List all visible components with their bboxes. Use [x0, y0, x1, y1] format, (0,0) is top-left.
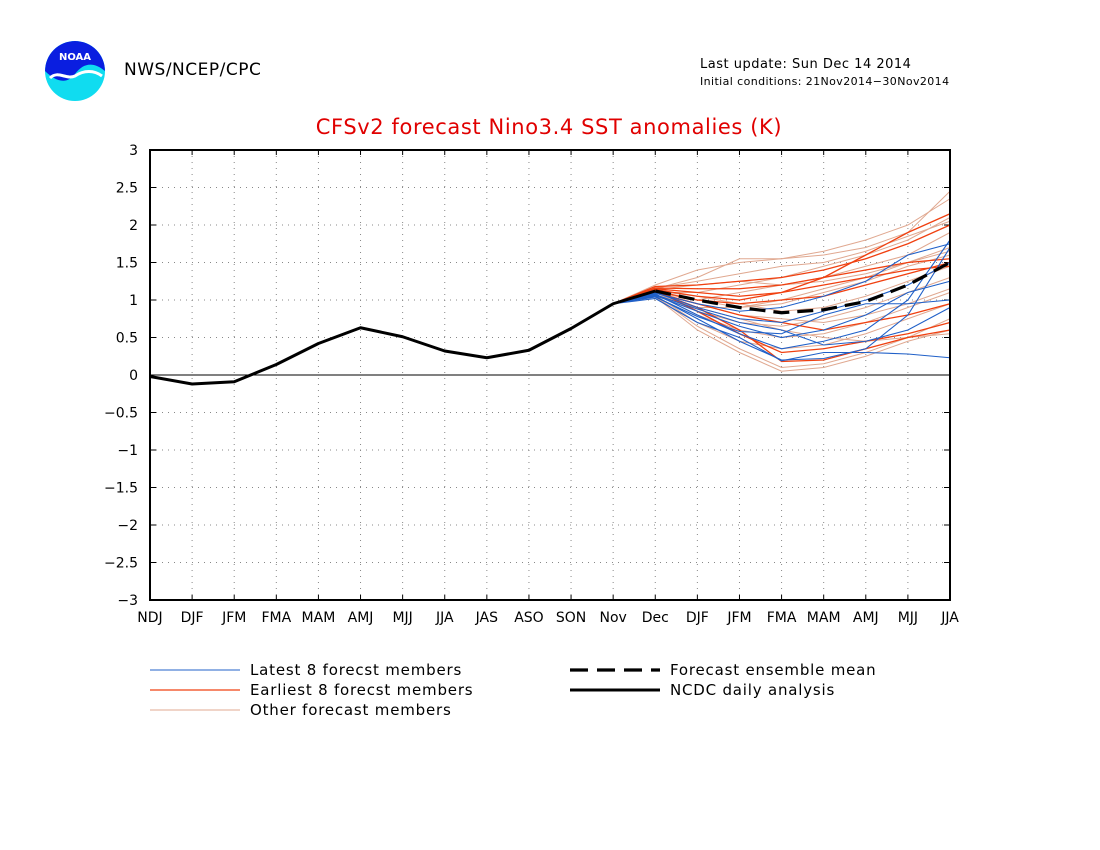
plot-frame	[149, 149, 951, 601]
y-tick-label: 2.5	[116, 181, 138, 197]
x-tick-label: MJJ	[392, 610, 412, 626]
latest-member-line	[613, 243, 951, 312]
y-tick-label: 0	[129, 368, 138, 384]
initial-conditions: Initial conditions: 21Nov2014−30Nov2014	[700, 75, 950, 88]
latest-member-line	[613, 297, 951, 362]
legend: Latest 8 forecst members Earliest 8 forec…	[150, 661, 876, 719]
legend-analysis-label: NCDC daily analysis	[670, 681, 835, 699]
series-analysis	[149, 289, 656, 386]
y-tick-label: −0.5	[104, 406, 138, 422]
series-ensemble-mean	[654, 261, 951, 315]
y-tick-label: −2.5	[104, 556, 138, 572]
x-tick-label: Nov	[599, 610, 626, 626]
latest-member-line	[613, 296, 951, 335]
analysis-line	[149, 289, 656, 386]
x-tick-label: NDJ	[137, 610, 162, 626]
logo-text: NOAA	[59, 52, 91, 63]
y-tick-label: −1.5	[104, 481, 138, 497]
y-tick-label: −2	[117, 518, 138, 534]
x-tick-label: JJA	[435, 610, 454, 626]
x-tick-label: JJA	[940, 610, 959, 626]
x-tick-label: AMJ	[853, 610, 879, 626]
latest-member-line	[613, 280, 951, 339]
x-tick-label: AMJ	[348, 610, 374, 626]
x-tick-label: SON	[556, 610, 586, 626]
x-tick-label: MAM	[302, 610, 336, 626]
x-tick-label: FMA	[767, 610, 797, 626]
earliest-member-line	[612, 224, 951, 305]
y-tick-label: 3	[129, 143, 138, 159]
y-tick-labels: 3 2.5 2 1.5 1 0.5 0 −0.5 −1 −1.5 −2 −2.5 −3	[104, 143, 138, 609]
other-member-line	[612, 198, 951, 305]
earliest-member-line	[612, 265, 951, 305]
series-other-members	[612, 190, 951, 372]
y-tick-label: −1	[117, 443, 138, 459]
x-tick-label: JFM	[221, 610, 246, 626]
x-tick-label: Dec	[642, 610, 669, 626]
y-tick-label: 0.5	[116, 331, 138, 347]
x-tick-label: ASO	[514, 610, 543, 626]
other-member-line	[613, 296, 951, 372]
y-tick-label: 1.5	[116, 256, 138, 272]
ensemble-mean-line	[654, 261, 951, 315]
x-tick-label: JAS	[475, 610, 498, 626]
grid	[149, 149, 951, 601]
legend-other-label: Other forecast members	[250, 701, 452, 719]
x-tick-labels: NDJ DJF JFM FMA MAM AMJ MJJ JJA JAS ASO SON Nov Dec D…	[137, 610, 959, 626]
last-update: Last update: Sun Dec 14 2014	[700, 57, 912, 72]
x-tick-label: MAM	[807, 610, 841, 626]
chart-title: CFSv2 forecast Nino3.4 SST anomalies (K)	[316, 115, 782, 139]
y-tick-label: −3	[117, 593, 138, 609]
x-tick-label: FMA	[261, 610, 291, 626]
x-tick-label: JFM	[726, 610, 751, 626]
x-tick-label: MJJ	[898, 610, 918, 626]
org-label: NWS/NCEP/CPC	[124, 60, 262, 80]
y-tick-label: 1	[129, 293, 138, 309]
series-latest-members	[613, 239, 951, 362]
legend-earliest-label: Earliest 8 forecst members	[250, 681, 473, 699]
x-tick-label: DJF	[686, 610, 709, 626]
y-tick-label: 2	[129, 218, 138, 234]
latest-member-line	[613, 294, 951, 346]
noaa-logo: NOAA	[45, 41, 105, 101]
x-tick-label: DJF	[181, 610, 204, 626]
legend-latest-label: Latest 8 forecst members	[250, 661, 462, 679]
legend-mean-label: Forecast ensemble mean	[670, 661, 876, 679]
earliest-member-line	[612, 258, 951, 305]
